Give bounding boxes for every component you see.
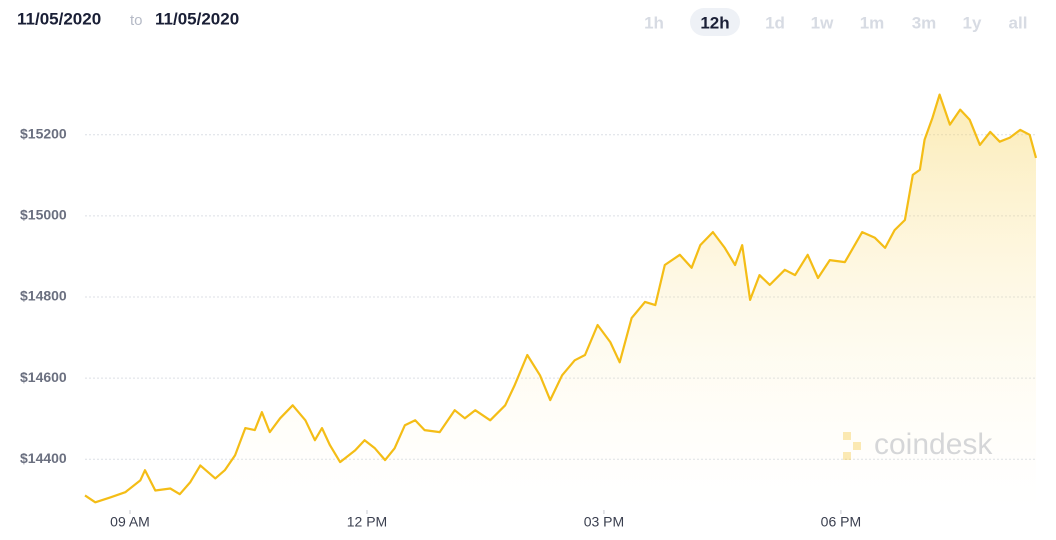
watermark: coindesk: [843, 428, 993, 461]
y-tick-label: $15200: [20, 125, 67, 141]
date-to[interactable]: 11/05/2020: [155, 9, 239, 28]
range-button[interactable]: all: [1009, 13, 1028, 32]
y-tick-label: $14800: [20, 288, 67, 304]
watermark-text: coindesk: [874, 428, 993, 461]
range-button[interactable]: 12h: [700, 13, 729, 32]
range-button[interactable]: 1d: [765, 13, 785, 32]
y-tick-label: $15000: [20, 207, 67, 223]
range-button[interactable]: 1w: [811, 13, 834, 32]
range-button[interactable]: 1y: [963, 13, 982, 32]
y-tick-label: $14600: [20, 369, 67, 385]
x-tick-label: 12 PM: [347, 514, 387, 530]
x-tick-label: 06 PM: [821, 514, 861, 530]
range-button[interactable]: 3m: [912, 13, 937, 32]
y-tick-label: $14400: [20, 450, 67, 466]
area-fill: [85, 94, 1036, 510]
x-tick-label: 03 PM: [584, 514, 624, 530]
price-line: [84, 93, 1038, 504]
date-from[interactable]: 11/05/2020: [17, 9, 101, 28]
range-button[interactable]: 1h: [644, 13, 664, 32]
range-button[interactable]: 1m: [860, 13, 885, 32]
x-tick-label: 09 AM: [110, 514, 150, 530]
date-to-label: to: [130, 12, 143, 29]
range-selected-bg: [690, 8, 740, 36]
